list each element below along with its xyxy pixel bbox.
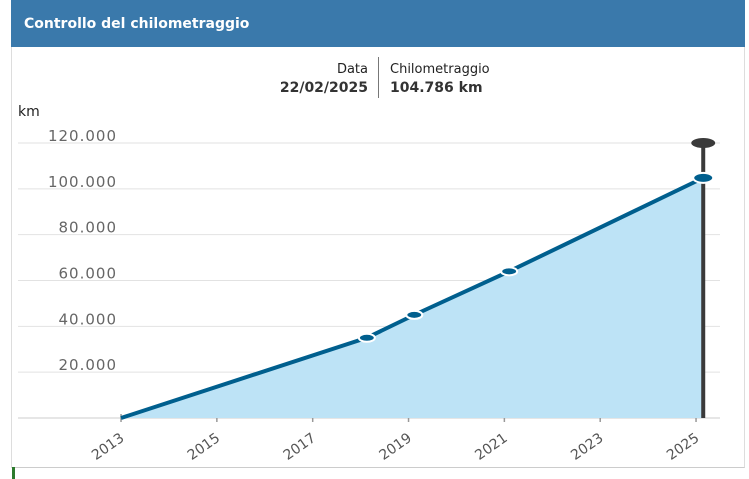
- point: [692, 171, 715, 184]
- y-tick-label: 20.000: [59, 356, 118, 374]
- y-tick-label: 100.000: [48, 173, 117, 191]
- km-value: 104.786 km: [390, 80, 483, 96]
- x-tick-label: 2021: [472, 430, 510, 464]
- point: [357, 332, 376, 343]
- x-tick-label: 2017: [281, 430, 319, 464]
- x-tick-label: 2015: [185, 430, 223, 464]
- y-unit: km: [18, 104, 40, 120]
- y-tick-label: 40.000: [59, 310, 118, 328]
- x-tick-label: 2013: [89, 430, 127, 464]
- point: [500, 266, 519, 277]
- date-info: Data 22/02/2025: [280, 60, 368, 98]
- x-tick-label: 2019: [376, 430, 414, 464]
- date-label: Data: [336, 62, 368, 77]
- divider: [378, 57, 379, 98]
- area: [121, 177, 704, 418]
- y-tick-label: 60.000: [59, 265, 118, 283]
- y-tick-label: 80.000: [59, 219, 118, 237]
- date-value: 22/02/2025: [279, 80, 368, 96]
- x-tick-label: 2023: [568, 430, 606, 464]
- status-marker: [12, 467, 15, 479]
- x-tick-label: 2025: [664, 430, 702, 464]
- panel: [11, 47, 745, 468]
- cursor-cap: [691, 138, 716, 148]
- header-title: Controllo del chilometraggio: [11, 0, 745, 47]
- y-tick-label: 120.000: [48, 127, 117, 145]
- km-label: Chilometraggio: [390, 62, 490, 77]
- point: [405, 309, 424, 320]
- km-info: Chilometraggio 104.786 km: [390, 60, 490, 98]
